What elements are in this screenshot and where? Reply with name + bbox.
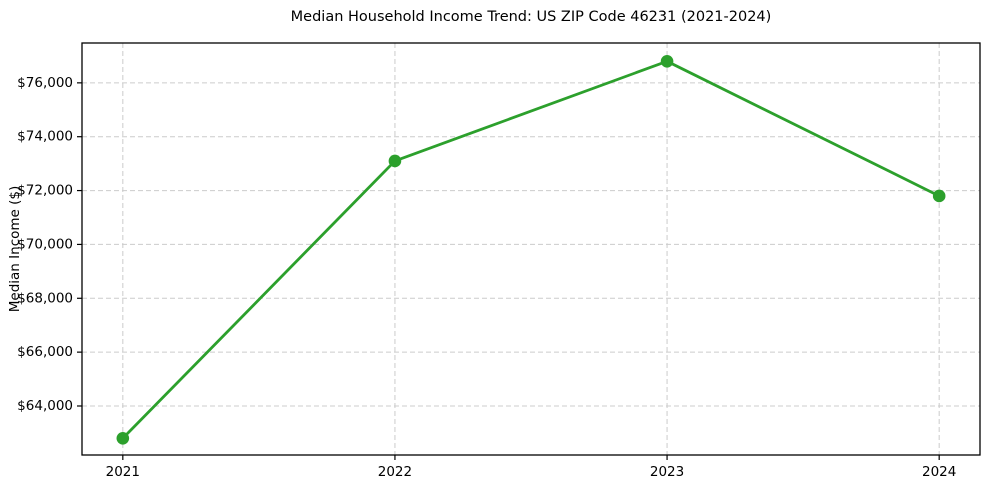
y-tick-label: $72,000 (17, 183, 73, 199)
data-point-2022 (388, 154, 402, 168)
data-point-2023 (660, 55, 674, 68)
axes: $64,000 $66,000 $68,000 $70,000 $72,000 $74,0… (17, 42, 981, 480)
trend-line (121, 59, 941, 440)
y-axis-label: Median Income ($) (7, 186, 23, 312)
x-tick-label: 2022 (378, 464, 412, 480)
income-series (116, 55, 946, 445)
x-tick-label: 2021 (106, 464, 140, 480)
chart-title: Median Household Income Trend: US ZIP Co… (291, 9, 772, 25)
data-point-2021 (116, 432, 130, 445)
x-tick-label: 2023 (650, 464, 684, 480)
plot-border (81, 42, 981, 456)
y-tick-label: $66,000 (17, 344, 73, 360)
y-tick-label: $70,000 (17, 236, 73, 252)
y-tick-label: $74,000 (17, 129, 73, 145)
data-point-2024 (932, 189, 946, 203)
y-tick-label: $76,000 (17, 75, 73, 91)
grid-lines (82, 43, 980, 455)
y-tick-label: $68,000 (17, 290, 73, 306)
x-tick-label: 2024 (922, 464, 956, 480)
y-tick-label: $64,000 (17, 398, 73, 414)
